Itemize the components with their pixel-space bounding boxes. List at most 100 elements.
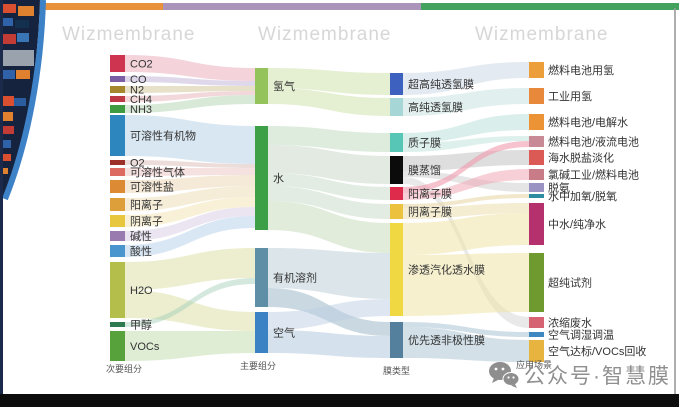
brand-watermark: Wizmembrane xyxy=(258,24,392,45)
sankey-link xyxy=(403,114,529,143)
brand-watermark: Wizmembrane xyxy=(475,24,609,45)
sankey-node xyxy=(529,194,544,198)
sankey-link xyxy=(403,194,529,208)
top-strip-purple xyxy=(163,3,421,10)
sankey-link xyxy=(403,88,529,116)
sankey-node xyxy=(529,114,544,130)
sankey-link xyxy=(268,145,390,184)
sankey-node-label: 碱性 xyxy=(130,229,152,243)
sankey-link xyxy=(125,76,255,86)
sankey-link xyxy=(403,150,529,171)
sankey-link xyxy=(125,115,255,164)
wechat-icon xyxy=(489,362,520,388)
sankey-link xyxy=(403,177,529,328)
sankey-link xyxy=(268,88,390,116)
sankey-node-label: H2O xyxy=(130,285,153,297)
sankey-link xyxy=(268,330,390,358)
sankey-link xyxy=(403,169,529,200)
sankey-node xyxy=(110,96,125,102)
sankey-node-label: 渗透汽化透水膜 xyxy=(408,263,485,277)
sankey-node xyxy=(110,198,125,211)
left-edge-line xyxy=(0,0,3,394)
sankey-node xyxy=(529,169,544,180)
sankey-link xyxy=(403,253,529,316)
column-title: 膜类型 xyxy=(383,365,410,376)
sankey-node-label: 氯碱工业/燃料电池 xyxy=(548,168,639,182)
sankey-node-label: 水中加氧/脱氧 xyxy=(548,189,617,203)
sankey-node-label: 阳离子膜 xyxy=(408,187,452,201)
sankey-node-label: 优先透非极性膜 xyxy=(408,333,485,347)
sankey-node xyxy=(110,245,125,257)
sankey-link xyxy=(268,201,390,253)
sankey-link xyxy=(125,186,255,211)
sankey-node-label: 空气 xyxy=(273,326,295,340)
sankey-node xyxy=(255,126,268,230)
brand-watermark: Wizmembrane xyxy=(62,24,196,45)
sankey-link xyxy=(268,173,390,200)
sankey-node xyxy=(110,160,125,165)
sankey-node xyxy=(110,331,125,361)
sankey-node-label: CH4 xyxy=(130,94,152,106)
sankey-node-label: 高纯透氢膜 xyxy=(408,100,463,114)
sankey-node xyxy=(110,215,125,227)
sankey-node-label: CO2 xyxy=(130,59,153,71)
sankey-node xyxy=(110,231,125,241)
sankey-node-label: 空气达标/VOCs回收 xyxy=(548,344,646,358)
sankey-node-label: 工业用氢 xyxy=(548,89,592,103)
sankey-node-label: 燃料电池用氢 xyxy=(548,63,614,77)
sankey-node-label: 有机溶剂 xyxy=(273,271,317,285)
sankey-link xyxy=(268,186,390,219)
column-title: 次要组分 xyxy=(106,363,142,374)
sankey-node-label: 甲醇 xyxy=(130,318,152,332)
sankey-node xyxy=(255,68,268,104)
sankey-node xyxy=(529,340,544,362)
sankey-link xyxy=(125,331,255,361)
sankey-node-label: 脱氨 xyxy=(548,181,570,195)
sankey-node xyxy=(390,322,403,358)
sankey-node xyxy=(255,248,268,307)
sankey-node-label: 可溶性有机物 xyxy=(130,129,196,143)
sankey-link xyxy=(403,62,529,95)
sankey-node xyxy=(110,115,125,156)
sankey-node xyxy=(110,180,125,193)
sankey-node xyxy=(110,76,125,82)
sankey-link xyxy=(268,299,390,330)
sankey-node xyxy=(110,105,125,113)
sankey-node-label: 酸性 xyxy=(130,244,152,258)
sankey-node-label: 可溶性气体 xyxy=(130,165,185,179)
sankey-node-label: 阴离子膜 xyxy=(408,205,452,219)
sankey-node xyxy=(529,332,544,337)
sankey-node xyxy=(529,88,544,104)
sankey-node xyxy=(390,98,403,116)
sankey-node xyxy=(529,253,544,312)
sankey-node-label: 海水脱盐淡化 xyxy=(548,151,614,165)
sankey-node xyxy=(529,62,544,78)
sankey-node-label: 阴离子 xyxy=(130,214,163,228)
sankey-link xyxy=(125,290,255,331)
sankey-link xyxy=(125,95,255,113)
sankey-link xyxy=(125,207,255,241)
sankey-node-label: 阳离子 xyxy=(130,198,163,212)
sankey-link xyxy=(125,278,255,327)
sankey-node-label: N2 xyxy=(130,85,144,97)
sankey-node xyxy=(390,156,403,184)
top-strip-orange xyxy=(34,3,163,10)
sankey-link xyxy=(403,136,529,152)
column-title: 主要组分 xyxy=(240,360,276,371)
top-strip-green xyxy=(421,3,679,10)
wechat-watermark-text: 公众号·智慧膜 xyxy=(524,365,671,388)
sankey-link xyxy=(403,327,529,362)
sankey-node-label: 空气调湿调温 xyxy=(548,328,614,342)
sankey-node-label: 燃料电池/液流电池 xyxy=(548,135,639,149)
blue-arc xyxy=(2,0,46,201)
sankey-node-label: 燃料电池/电解水 xyxy=(548,115,628,129)
sankey-link xyxy=(268,126,390,152)
sankey-node xyxy=(529,183,544,192)
sankey-link xyxy=(125,86,255,93)
sankey-node-label: 膜蒸馏 xyxy=(408,163,441,177)
sankey-node xyxy=(529,150,544,165)
sankey-node xyxy=(390,73,403,95)
sankey-node xyxy=(390,223,403,316)
